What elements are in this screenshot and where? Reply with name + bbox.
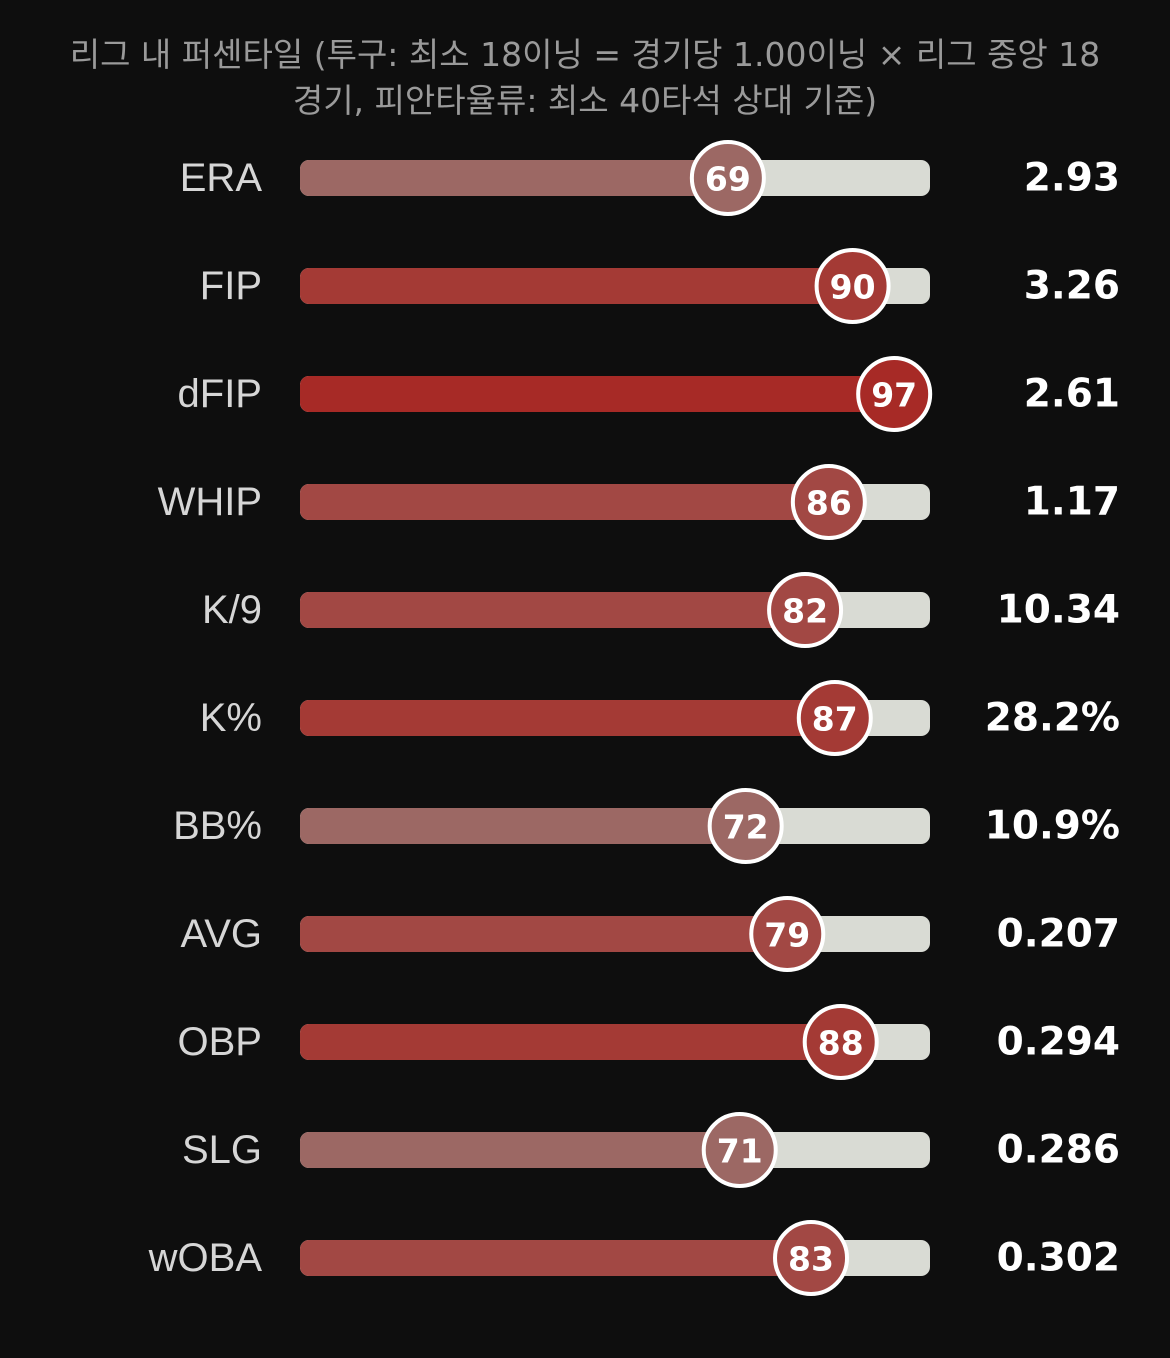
- stat-value: 28.2%: [985, 696, 1120, 741]
- bar-fill: [300, 916, 788, 952]
- stat-value: 0.207: [997, 912, 1120, 957]
- metric-label: BB%: [173, 804, 262, 848]
- stat-value: 10.9%: [985, 804, 1120, 849]
- metric-row-whip: WHIP 86 1.17: [158, 464, 1120, 540]
- percentile-bubble: [856, 356, 933, 432]
- stat-value: 0.286: [997, 1128, 1120, 1173]
- percentile-value: 82: [782, 592, 828, 631]
- percentile-bubble: [796, 680, 873, 756]
- percentile-value: 97: [871, 376, 917, 415]
- percentile-value: 87: [812, 700, 858, 739]
- percentile-bubble: [767, 572, 844, 648]
- percentile-bubble: [707, 788, 784, 864]
- percentile-bubble: [814, 248, 891, 324]
- chart-subtitle-line-2: 경기, 피안타율류: 최소 40타석 상대 기준): [292, 81, 878, 120]
- percentile-bubble: [749, 896, 826, 972]
- stat-value: 2.61: [1024, 372, 1120, 417]
- metric-label: WHIP: [158, 480, 262, 524]
- bar-fill: [300, 592, 806, 628]
- percentile-value: 79: [764, 916, 810, 955]
- bar-fill: [300, 484, 829, 520]
- bar-fill: [300, 700, 835, 736]
- metric-row-woba: wOBA 83 0.302: [148, 1220, 1120, 1296]
- stat-value: 0.294: [997, 1020, 1120, 1065]
- bar-fill: [300, 160, 728, 196]
- metric-row-obp: OBP 88 0.294: [178, 1004, 1120, 1080]
- metric-row-dfip: dFIP 97 2.61: [178, 356, 1120, 432]
- bar-fill: [300, 1132, 740, 1168]
- stat-value: 0.302: [997, 1236, 1120, 1281]
- stat-value: 2.93: [1024, 156, 1120, 201]
- stat-value: 1.17: [1024, 480, 1120, 525]
- metric-label: K/9: [202, 588, 262, 632]
- metric-label: ERA: [180, 156, 263, 200]
- percentile-value: 72: [723, 808, 769, 847]
- metric-row-k: K% 87 28.2%: [200, 680, 1120, 756]
- percentile-bubble: [802, 1004, 879, 1080]
- metric-row-avg: AVG 79 0.207: [180, 896, 1120, 972]
- percentile-value: 86: [806, 484, 852, 523]
- percentile-value: 71: [717, 1132, 763, 1171]
- bar-fill: [300, 268, 853, 304]
- metric-row-slg: SLG 71 0.286: [182, 1112, 1120, 1188]
- metric-row-era: ERA 69 2.93: [180, 140, 1120, 216]
- metric-row-k-9: K/9 82 10.34: [202, 572, 1120, 648]
- bar-fill: [300, 376, 895, 412]
- metric-label: dFIP: [178, 372, 262, 416]
- metric-row-fip: FIP 90 3.26: [200, 248, 1120, 324]
- percentile-bubble: [773, 1220, 850, 1296]
- metric-label: AVG: [180, 912, 262, 956]
- metric-label: K%: [200, 696, 262, 740]
- stat-value: 10.34: [997, 588, 1120, 633]
- percentile-value: 83: [788, 1240, 834, 1279]
- metric-label: OBP: [178, 1020, 262, 1064]
- percentile-bubble: [790, 464, 867, 540]
- percentile-value: 88: [818, 1024, 864, 1063]
- percentile-bubble: [701, 1112, 778, 1188]
- metric-label: FIP: [200, 264, 262, 308]
- bar-fill: [300, 808, 746, 844]
- chart-subtitle-line-1: 리그 내 퍼센타일 (투구: 최소 18이닝 = 경기당 1.00이닝 × 리그…: [69, 35, 1101, 74]
- percentile-bubble: [689, 140, 766, 216]
- stat-value: 3.26: [1024, 264, 1120, 309]
- metric-row-bb: BB% 72 10.9%: [173, 788, 1120, 864]
- metric-label: SLG: [182, 1128, 262, 1172]
- percentile-value: 69: [705, 160, 751, 199]
- percentile-value: 90: [830, 268, 876, 307]
- bar-fill: [300, 1240, 812, 1276]
- bar-fill: [300, 1024, 841, 1060]
- metric-label: wOBA: [148, 1236, 263, 1280]
